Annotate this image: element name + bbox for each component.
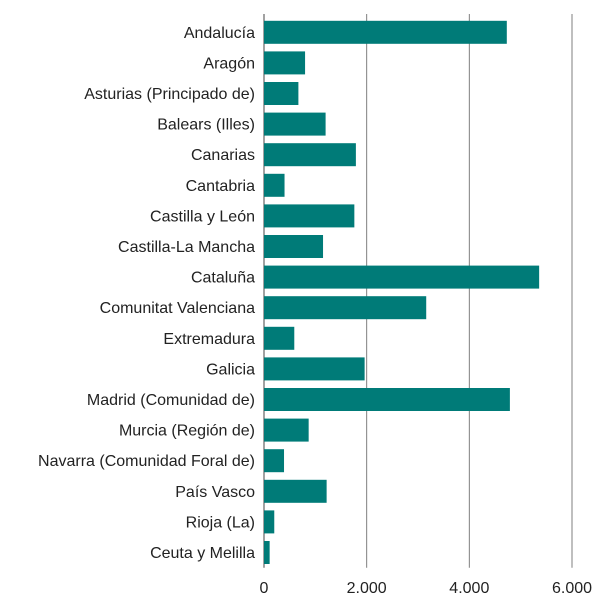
bar (264, 296, 427, 320)
category-label: Cantabria (186, 178, 255, 195)
category-label: Balears (Illes) (157, 117, 255, 134)
bar (264, 82, 299, 105)
bar (264, 449, 285, 473)
bar (264, 235, 324, 258)
bar (264, 20, 507, 44)
bar (264, 143, 356, 167)
bar (264, 326, 295, 350)
bar (264, 173, 285, 197)
category-label: Andalucía (184, 25, 255, 42)
category-label: Asturias (Principado de) (84, 86, 255, 103)
category-label: Madrid (Comunidad de) (87, 392, 255, 409)
x-tick-label: 0 (260, 580, 269, 594)
category-label: Galicia (206, 361, 255, 378)
bar (264, 265, 540, 289)
category-label: Cataluña (191, 270, 255, 287)
category-label: Navarra (Comunidad Foral de) (38, 453, 255, 470)
category-labels: Andalucía Aragón Asturias (Principado de) B… (38, 25, 255, 562)
bar (264, 479, 327, 503)
bar (264, 51, 306, 75)
category-label: Rioja (La) (186, 514, 255, 531)
category-label: Canarias (191, 147, 255, 164)
x-tick-label: 4.000 (449, 580, 489, 594)
category-label: Castilla-La Mancha (118, 239, 255, 256)
bar (264, 388, 510, 411)
category-label: Castilla y León (150, 208, 255, 225)
bars (264, 20, 540, 564)
category-label: Comunitat Valenciana (100, 300, 255, 317)
gridlines (263, 14, 573, 568)
x-tick-label: 6.000 (552, 580, 592, 594)
bar (264, 357, 365, 381)
bar (264, 418, 309, 442)
bar (264, 204, 355, 228)
category-label: País Vasco (175, 484, 255, 501)
category-label: Aragón (203, 55, 255, 72)
x-tick-label: 2.000 (347, 580, 387, 594)
category-label: Extremadura (163, 331, 255, 348)
bar (264, 541, 270, 564)
category-label: Ceuta y Melilla (150, 545, 255, 562)
category-label: Murcia (Región de) (119, 423, 255, 440)
x-tick-labels: 0 2.000 4.000 6.000 (260, 580, 593, 594)
bar (264, 510, 275, 534)
bar (264, 112, 326, 136)
